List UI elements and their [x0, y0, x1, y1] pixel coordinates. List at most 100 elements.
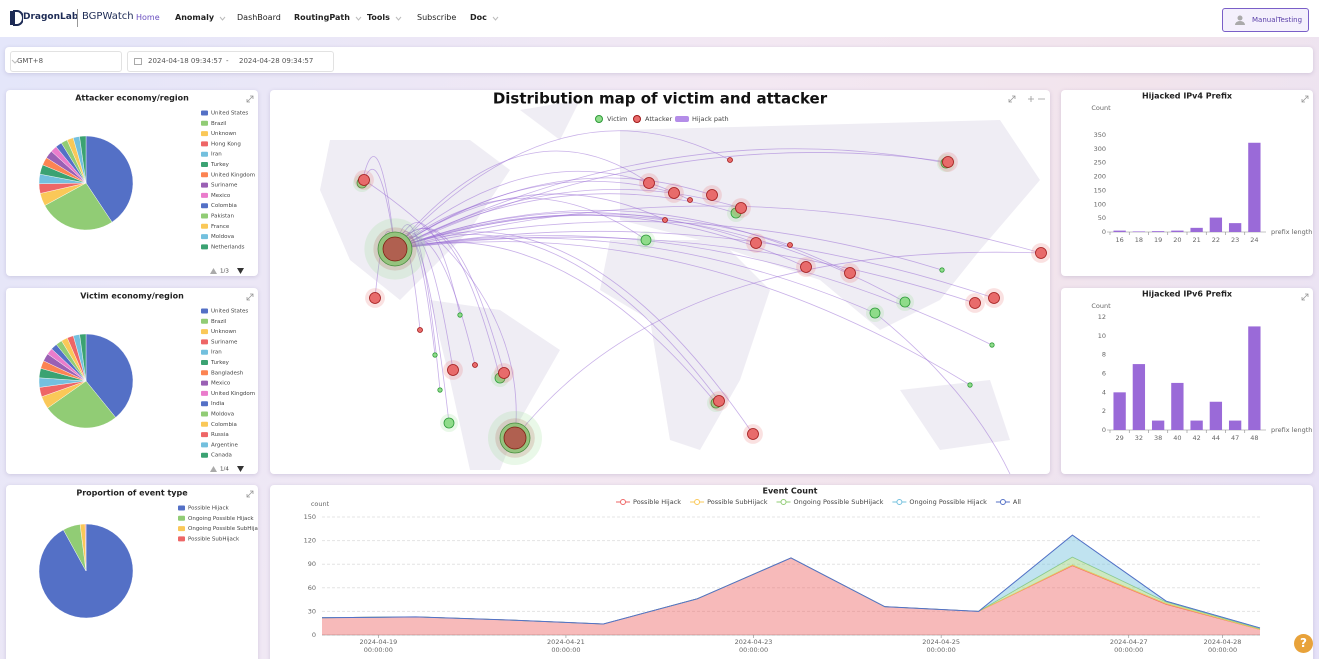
legend-swatch	[201, 244, 208, 250]
attacker-point	[668, 187, 680, 199]
timezone-select[interactable]: GMT+8	[10, 51, 122, 72]
legend-swatch	[201, 411, 208, 417]
x-tick-label: 23	[1231, 236, 1239, 244]
legend-label: Mexico	[211, 193, 231, 199]
legend-swatch	[201, 318, 208, 324]
nav-item[interactable]: Tools	[367, 13, 390, 22]
y-tick-label: 4	[1102, 388, 1106, 396]
y-tick-label: 8	[1102, 351, 1106, 359]
attacker-point	[844, 267, 856, 279]
hijack-path	[394, 235, 993, 346]
bar	[1113, 392, 1126, 430]
y-axis-label: Count	[1091, 302, 1111, 310]
x-axis-label: prefix length	[1271, 426, 1312, 434]
legend-label: Attacker	[645, 115, 673, 123]
legend-swatch	[201, 308, 208, 314]
help-button[interactable]: ?	[1294, 634, 1313, 653]
x-tick-label: 2024-04-19 00:00:00	[359, 638, 398, 654]
pie-slice	[47, 380, 116, 429]
x-axis-label: prefix length	[1271, 228, 1312, 236]
dropdown-caret	[395, 16, 402, 21]
nav-item[interactable]: DashBoard	[237, 13, 281, 22]
calendar-icon	[134, 58, 142, 65]
attacker-point	[472, 362, 478, 368]
y-tick-label: 6	[1102, 370, 1106, 378]
hijack-path	[394, 221, 943, 271]
legend-label: Iran	[211, 152, 222, 158]
y-tick-label: 60	[308, 584, 316, 592]
legend-label: United Kingdom	[211, 391, 255, 397]
bar	[1132, 364, 1146, 430]
legend-next[interactable]	[237, 268, 244, 274]
attacker-point	[662, 217, 668, 223]
legend-swatch	[201, 172, 208, 178]
victim-point	[899, 296, 911, 308]
divider	[77, 9, 78, 27]
x-tick-label: 2024-04-23 00:00:00	[734, 638, 773, 654]
legend-swatch	[201, 110, 208, 116]
hijack-path	[394, 236, 976, 304]
bar	[1190, 420, 1203, 430]
land	[620, 120, 1040, 330]
user-button[interactable]: ManualTesting	[1222, 8, 1309, 32]
y-tick-label: 150	[1094, 186, 1106, 194]
user-icon	[1235, 15, 1245, 25]
legend-marker	[896, 499, 903, 505]
x-tick-label: 2024-04-28 00:00:00	[1203, 638, 1242, 654]
bar	[1151, 420, 1165, 430]
legend-label: Unknown	[211, 329, 237, 335]
legend-prev[interactable]	[210, 268, 217, 274]
ipv6-panel: Hijacked IPv6 Prefix Count prefix length 0 2…	[1061, 288, 1313, 474]
victim-point	[939, 267, 945, 273]
y-tick-label: 150	[304, 513, 316, 521]
legend-swatch	[201, 234, 208, 240]
x-tick-label: 44	[1212, 434, 1220, 442]
attacker-point	[706, 189, 718, 201]
hijack-path	[394, 214, 906, 303]
victim-point	[869, 307, 881, 319]
legend-marker	[999, 499, 1006, 505]
nav-item[interactable]: Doc	[470, 13, 487, 22]
y-tick-label: 12	[1098, 313, 1106, 321]
hijack-path	[874, 312, 1011, 474]
legend-label: Possible Hijack	[633, 498, 681, 506]
legend-swatch	[201, 349, 208, 355]
bar	[1209, 401, 1223, 430]
bar	[1209, 217, 1223, 232]
bar	[1190, 227, 1203, 232]
date-range[interactable]: 2024-04-18 09:34:57 - 2024-04-28 09:34:5…	[127, 51, 334, 72]
pie-slice	[84, 523, 87, 572]
bar	[1228, 420, 1242, 430]
hijack-path	[394, 233, 720, 402]
expand-icon	[1008, 95, 1016, 103]
legend-swatch	[201, 370, 208, 376]
attacker-point	[643, 177, 655, 189]
attacker-point	[787, 242, 793, 248]
legend-label: Ongoing Possible SubHijack	[794, 498, 884, 506]
nav-item[interactable]: Subscribe	[417, 13, 457, 22]
chart-title: Attacker economy/region	[75, 94, 189, 103]
victim-point	[640, 234, 652, 246]
line	[321, 534, 1261, 629]
legend-label: Iran	[211, 350, 222, 356]
attacker-point	[369, 292, 381, 304]
legend-swatch	[178, 526, 185, 532]
expand-icon	[246, 95, 254, 103]
caret-shape	[219, 16, 226, 21]
victim-point	[443, 417, 455, 429]
legend-label: Turkey	[210, 360, 230, 366]
legend-swatch	[201, 141, 208, 147]
nav-item[interactable]: Home	[136, 13, 160, 22]
end-date: 2024-04-28 09:34:57	[239, 57, 314, 65]
y-tick-label: 2	[1102, 407, 1106, 415]
victim-panel: Victim economy/region United States Brazil…	[6, 288, 258, 474]
legend-swatch	[201, 360, 208, 365]
nav-item[interactable]: Anomaly	[175, 13, 215, 22]
nav-item[interactable]: RoutingPath	[294, 13, 350, 22]
caret-shape	[492, 16, 499, 21]
legend-page: 1/4	[220, 467, 229, 473]
legend-prev[interactable]	[210, 466, 217, 472]
bar	[1132, 231, 1146, 232]
legend-next[interactable]	[237, 466, 244, 472]
attacker-point	[735, 202, 747, 214]
